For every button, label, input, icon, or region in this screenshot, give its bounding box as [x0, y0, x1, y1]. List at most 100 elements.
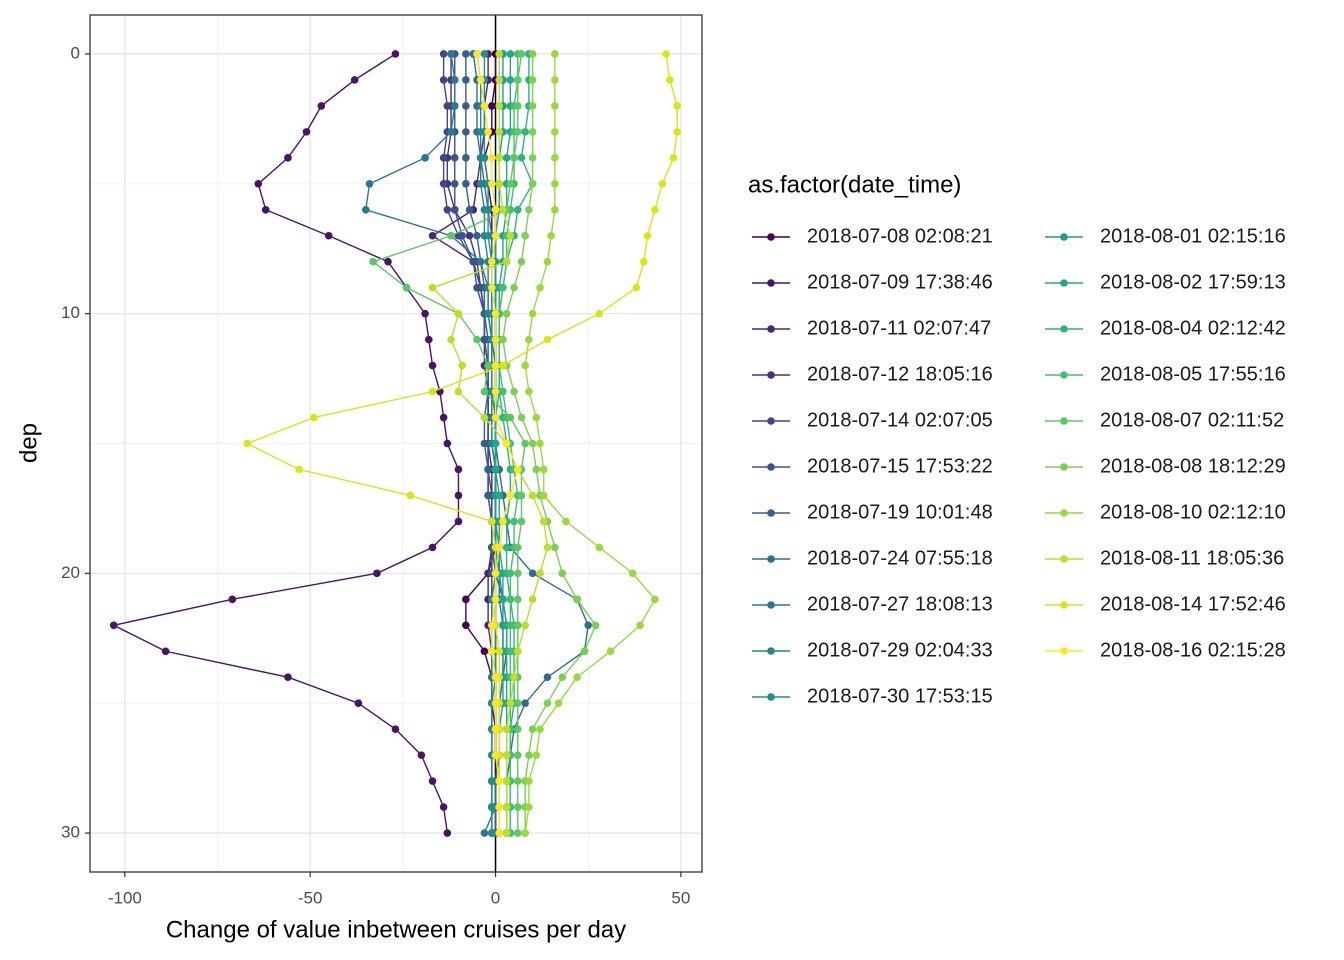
data-point — [517, 154, 526, 162]
data-point — [488, 283, 496, 292]
data-point — [454, 517, 463, 526]
data-point — [521, 128, 529, 136]
data-point — [484, 231, 492, 240]
data-point — [517, 491, 526, 500]
data-point — [491, 309, 500, 318]
data-point — [513, 205, 522, 214]
data-point — [673, 102, 681, 110]
data-point — [539, 491, 548, 500]
data-point — [373, 569, 381, 578]
data-point — [491, 595, 500, 604]
data-point — [421, 154, 429, 162]
data-point — [636, 621, 644, 630]
data-point — [551, 128, 559, 136]
data-point — [573, 673, 581, 682]
legend-label: 2018-07-29 02:04:33 — [807, 639, 993, 661]
data-point — [591, 621, 600, 630]
data-point — [499, 205, 507, 214]
data-point — [628, 569, 637, 578]
data-point — [528, 102, 537, 110]
data-point — [521, 439, 529, 448]
data-point — [109, 621, 118, 630]
data-point — [495, 777, 504, 785]
data-point — [551, 543, 559, 552]
data-point — [491, 569, 500, 578]
data-point — [439, 180, 448, 188]
data-point — [506, 647, 515, 656]
data-point — [480, 102, 489, 110]
data-point — [521, 699, 529, 707]
data-point — [662, 50, 670, 58]
data-point — [476, 257, 485, 266]
data-point — [428, 361, 437, 370]
data-point — [543, 543, 552, 552]
data-point — [261, 205, 270, 214]
legend-key-point — [767, 233, 775, 241]
data-point — [324, 231, 333, 240]
data-point — [384, 257, 392, 266]
data-point — [454, 465, 463, 474]
data-point — [513, 725, 522, 733]
data-point — [428, 777, 437, 785]
data-point — [454, 309, 463, 318]
data-point — [502, 751, 511, 759]
data-point — [510, 283, 518, 292]
data-point — [525, 777, 533, 785]
legend-label: 2018-07-24 07:55:18 — [807, 547, 993, 569]
data-point — [488, 647, 496, 656]
data-point — [510, 517, 518, 526]
data-point — [447, 128, 455, 136]
legend-label: 2018-08-11 18:05:36 — [1100, 547, 1284, 569]
data-point — [391, 725, 400, 733]
data-point — [643, 231, 652, 240]
data-point — [439, 803, 448, 811]
data-point — [513, 621, 522, 630]
data-point — [595, 543, 604, 552]
data-point — [491, 413, 500, 422]
data-point — [428, 283, 437, 292]
data-point — [495, 543, 504, 552]
data-point — [465, 231, 474, 240]
data-point — [506, 491, 515, 500]
legend-label: 2018-08-02 17:59:13 — [1100, 271, 1286, 293]
data-point — [513, 803, 522, 811]
legend-key-point — [1060, 463, 1068, 471]
data-point — [439, 50, 448, 58]
legend-label: 2018-07-14 02:07:05 — [807, 409, 993, 431]
data-point — [543, 699, 552, 707]
legend-label: 2018-07-19 10:01:48 — [807, 501, 993, 523]
data-point — [673, 128, 681, 136]
data-point — [480, 154, 489, 162]
legend-key-point — [1060, 279, 1068, 287]
data-point — [536, 569, 544, 578]
data-point — [495, 647, 504, 656]
data-point — [317, 102, 326, 110]
data-point — [513, 102, 522, 110]
data-point — [528, 154, 537, 162]
data-point — [488, 621, 496, 630]
legend-label: 2018-08-04 02:12:42 — [1100, 317, 1286, 339]
data-point — [640, 257, 648, 266]
data-point — [506, 231, 515, 240]
data-point — [462, 102, 470, 110]
data-point — [513, 76, 522, 84]
data-point — [502, 803, 511, 811]
data-point — [480, 647, 489, 656]
data-point — [447, 335, 455, 344]
y-tick-label: 20 — [61, 563, 80, 582]
data-point — [551, 205, 559, 214]
data-point — [502, 777, 511, 785]
data-point — [484, 128, 492, 136]
data-point — [417, 751, 426, 759]
data-point — [554, 699, 563, 707]
data-point — [606, 647, 615, 656]
data-point — [517, 413, 526, 422]
data-point — [499, 517, 507, 526]
data-point — [536, 439, 544, 448]
data-point — [495, 76, 504, 84]
data-point — [562, 517, 570, 526]
data-point — [350, 76, 359, 84]
data-point — [517, 257, 526, 266]
data-point — [513, 647, 522, 656]
data-point — [428, 543, 437, 552]
